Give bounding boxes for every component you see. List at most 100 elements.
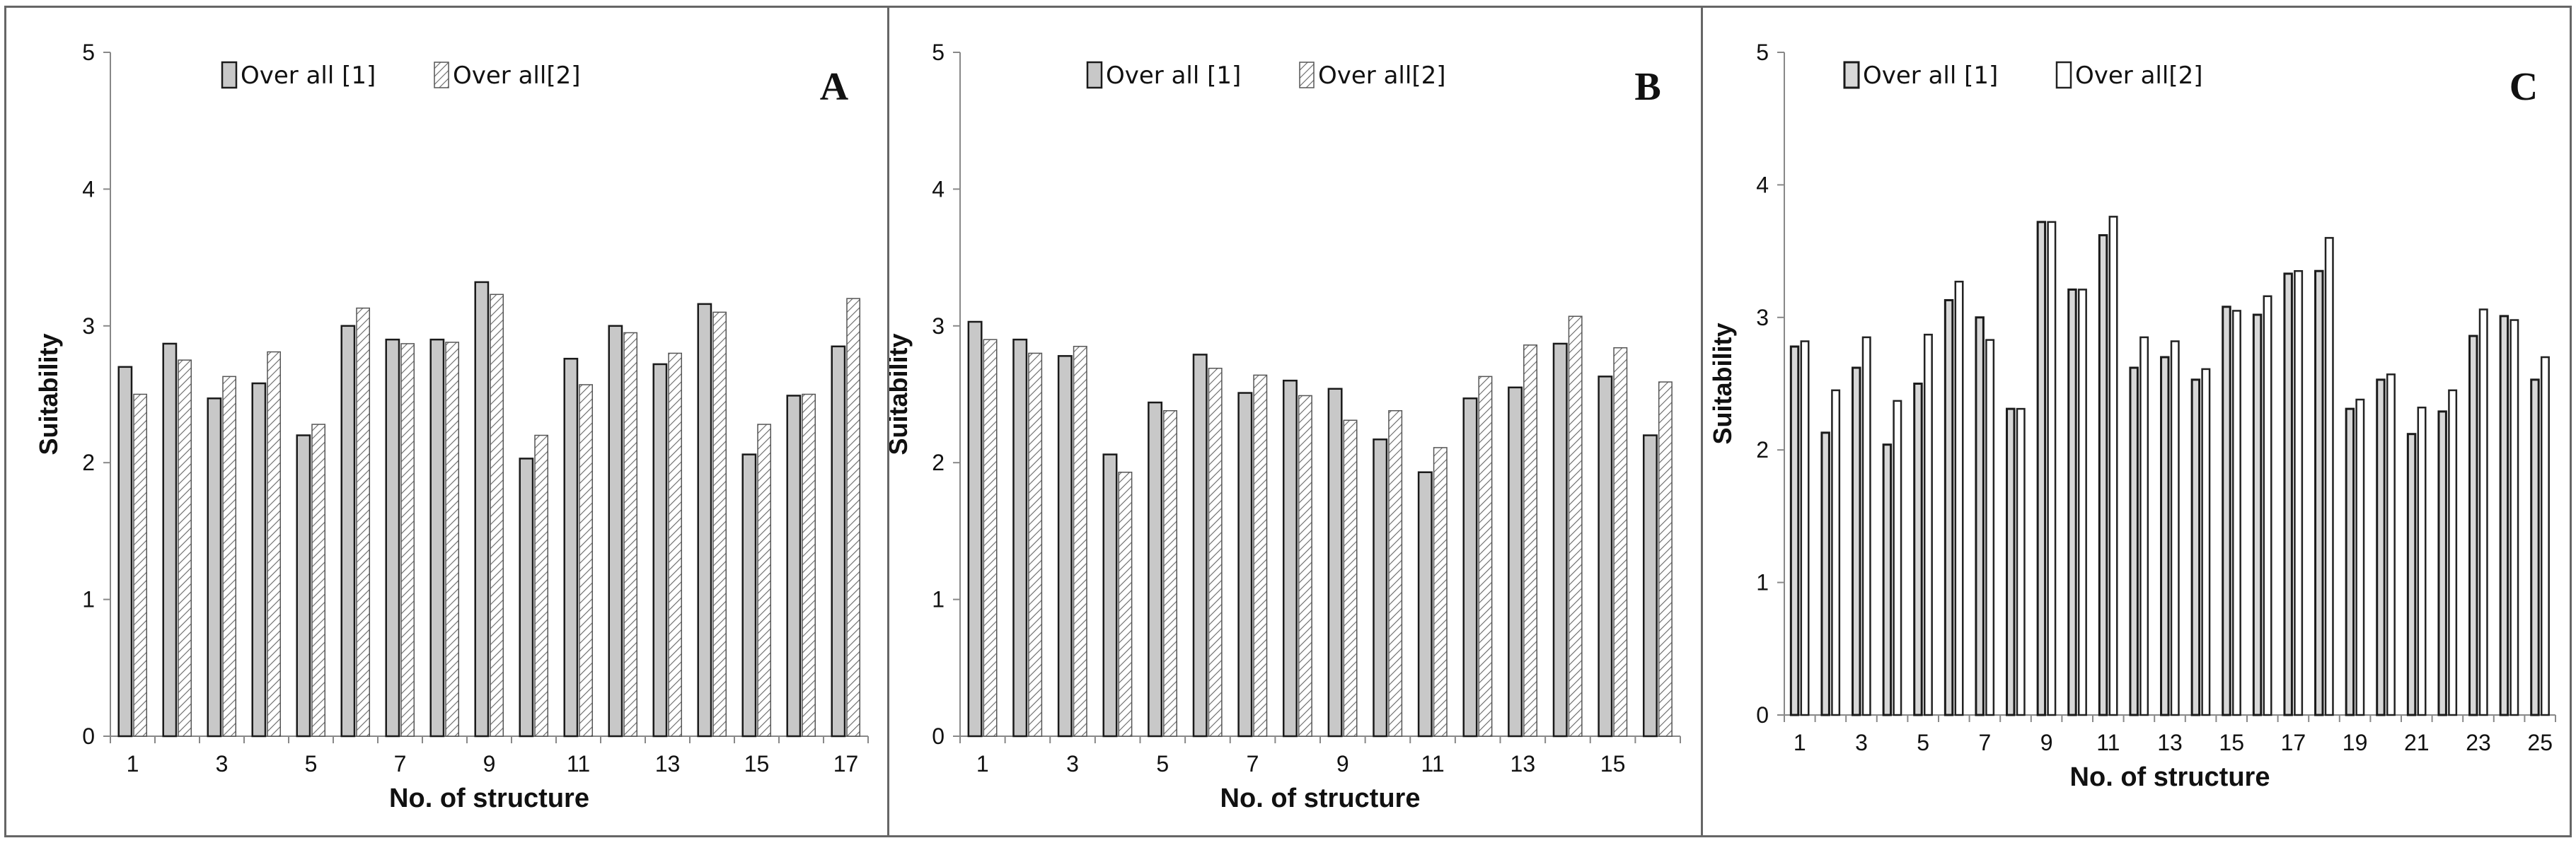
legend-swatch-overall-1 [1843,61,1860,89]
bar-overall-1 [2345,407,2355,716]
bar-overall-2 [1073,346,1087,737]
bar-overall-2 [490,293,504,737]
bar-overall-1 [519,458,534,738]
bar-overall-1 [1148,401,1163,738]
chart-panel-a: 0 1 2 3 4 5 Suitability 1 3 5 7 9 11 13 15 17 No. of str… [4,6,891,837]
bar-overall-1 [1882,443,1893,716]
bar-overall-1 [786,395,802,738]
y-axis-label: Suitability [1708,322,1737,444]
bar-overall-2 [2170,340,2180,716]
bar-overall-2 [1893,400,1902,716]
y-tick-label: 4 [932,176,945,202]
bar-overall-1 [563,357,579,738]
bar-overall-1 [474,281,490,738]
bar-overall-2 [222,376,237,737]
bar-overall-2 [846,298,861,737]
bar-overall-1 [2283,272,2293,716]
y-axis-label: Suitability [34,333,63,455]
bar-overall-2 [1658,381,1673,737]
x-tick-label: 7 [394,751,407,777]
bar-overall-1 [2160,356,2170,716]
bar-overall-2 [1923,333,1933,716]
legend-swatch-overall-2 [2055,61,2072,89]
x-tick-label: 9 [1336,751,1349,777]
bar-overall-2 [267,351,282,737]
bar-overall-2 [2355,398,2365,716]
y-tick-label: 0 [1756,702,1769,728]
bar-overall-2 [2509,319,2519,716]
y-tick-label: 0 [932,723,945,749]
y-tick-label: 3 [1756,305,1769,330]
chart-panel-c: 0 1 2 3 4 5 Suitability 1 3 5 7 9 11 13 15 17 19 21 23 25 No… [1701,6,2572,837]
legend-swatch-overall-1 [221,61,238,89]
bar-overall-1 [2098,234,2108,716]
y-axis-label: Suitability [889,333,913,455]
bar-overall-2 [356,307,371,737]
bar-overall-1 [2036,221,2047,716]
bar-overall-2 [2386,373,2396,716]
bar-overall-2 [400,343,415,737]
bar-overall-1 [1913,383,1923,716]
bar-overall-1 [340,325,356,738]
bar-overall-2 [1163,409,1178,737]
x-tick-label: 5 [1156,751,1169,777]
chart-panel-b: 0 1 2 3 4 5 Suitability 1 3 5 7 9 11 13 15 No. of struc… [887,6,1705,837]
x-tick-label: 1 [1794,730,1806,755]
y-tick-label: 0 [82,723,95,749]
x-tick-label: 17 [833,751,859,777]
bar-overall-2 [1800,340,1810,716]
bar-overall-2 [2139,336,2149,716]
bar-overall-2 [1523,344,1538,737]
bar-overall-2 [2077,289,2087,716]
bar-overall-1 [1417,471,1433,738]
y-tick-label: 3 [82,313,95,339]
bar-overall-1 [1057,355,1073,738]
bar-overall-1 [296,434,311,738]
y-tick-label: 2 [932,450,945,475]
bar-overall-1 [1789,345,1800,716]
bar-overall-2 [1831,389,1841,716]
bar-overall-1 [1102,453,1118,738]
bar-overall-1 [1975,316,1985,716]
bar-overall-2 [1568,315,1583,737]
bar-overall-1 [251,382,267,738]
x-tick-label: 13 [2157,730,2183,755]
bar-overall-2 [757,424,772,737]
x-tick-label: 11 [1421,751,1444,777]
y-tick-label: 2 [82,450,95,475]
bar-overall-1 [1282,379,1298,738]
bar-overall-2 [1208,368,1223,737]
bar-overall-2 [668,352,683,737]
bar-overall-1 [1462,397,1478,738]
bar-overall-1 [1598,376,1613,738]
legend-label-overall-2: Over all[2] [1318,62,1445,90]
x-tick-label: 9 [2040,730,2053,755]
bar-overall-1 [2222,306,2231,716]
bar-overall-1 [1012,338,1028,738]
x-axis-label: No. of structure [389,784,589,813]
bar-overall-1 [967,320,983,738]
bar-overall-1 [2252,313,2263,716]
x-tick-label: 13 [655,751,681,777]
x-tick-label: 11 [567,751,590,777]
bar-overall-2 [2417,406,2427,716]
bar-overall-2 [2108,216,2118,716]
x-tick-label: 23 [2466,730,2491,755]
legend-label-overall-1: Over all [1] [1106,62,1241,90]
bar-overall-1 [2067,288,2077,716]
bar-overall-2 [1253,374,1268,737]
bar-overall-1 [652,363,668,738]
x-tick-label: 1 [976,751,989,777]
bar-overall-2 [133,393,148,737]
x-tick-label: 7 [1979,730,1992,755]
legend-label-overall-2: Over all[2] [453,62,580,90]
x-tick-label: 11 [2096,730,2120,755]
bar-overall-2 [2201,368,2211,716]
bar-overall-2 [579,384,594,737]
bar-overall-2 [1985,339,1995,716]
bar-overall-1 [2314,269,2324,716]
legend-swatch-overall-2 [1299,62,1315,88]
